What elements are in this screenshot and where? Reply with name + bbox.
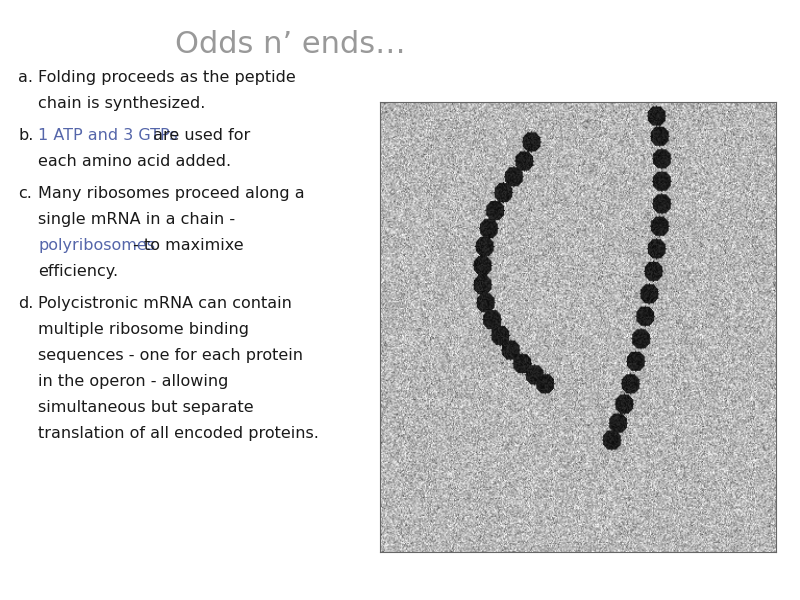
Text: Odds n’ ends…: Odds n’ ends… bbox=[175, 30, 406, 59]
Text: - to maximixe: - to maximixe bbox=[128, 238, 243, 253]
Text: Folding proceeds as the peptide: Folding proceeds as the peptide bbox=[38, 70, 296, 85]
Text: efficiency.: efficiency. bbox=[38, 264, 118, 279]
Text: simultaneous but separate: simultaneous but separate bbox=[38, 400, 254, 415]
Text: are used for: are used for bbox=[148, 128, 250, 143]
Text: d.: d. bbox=[18, 296, 34, 311]
Text: single mRNA in a chain -: single mRNA in a chain - bbox=[38, 212, 235, 227]
Text: 1 ATP and 3 GTPs: 1 ATP and 3 GTPs bbox=[38, 128, 178, 143]
Text: each amino acid added.: each amino acid added. bbox=[38, 154, 231, 169]
Text: polyribosomes: polyribosomes bbox=[38, 238, 155, 253]
Text: multiple ribosome binding: multiple ribosome binding bbox=[38, 322, 249, 337]
Text: b.: b. bbox=[18, 128, 34, 143]
Text: c.: c. bbox=[18, 186, 32, 201]
Text: translation of all encoded proteins.: translation of all encoded proteins. bbox=[38, 426, 319, 441]
Text: in the operon - allowing: in the operon - allowing bbox=[38, 374, 228, 389]
Text: a.: a. bbox=[18, 70, 33, 85]
Text: Polycistronic mRNA can contain: Polycistronic mRNA can contain bbox=[38, 296, 292, 311]
Text: Many ribosomes proceed along a: Many ribosomes proceed along a bbox=[38, 186, 305, 201]
Text: sequences - one for each protein: sequences - one for each protein bbox=[38, 348, 303, 363]
Text: chain is synthesized.: chain is synthesized. bbox=[38, 96, 206, 111]
